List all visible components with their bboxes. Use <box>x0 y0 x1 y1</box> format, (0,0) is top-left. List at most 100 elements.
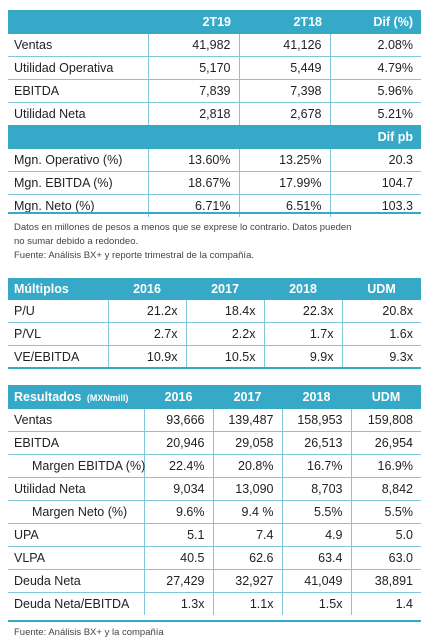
row-label: EBITDA <box>8 431 144 455</box>
table-row: Mgn. EBITDA (%) 18.67% 17.99% 104.7 <box>8 171 421 195</box>
cell: 10.5x <box>185 345 264 368</box>
table3-header-2017: 2017 <box>213 385 282 409</box>
table-row: EBITDA 20,946 29,058 26,513 26,954 <box>8 431 421 455</box>
table1-header-dif: Dif (%) <box>330 10 421 34</box>
cell: 18.4x <box>185 300 264 323</box>
table-row: Margen Neto (%) 9.6% 9.4 % 5.5% 5.5% <box>8 500 421 524</box>
cell: 5.0 <box>350 523 421 547</box>
cell: 1.4 <box>350 592 421 615</box>
cell: 38,891 <box>350 569 421 593</box>
table1-header-2t18: 2T18 <box>239 10 330 34</box>
table2-header-2017: 2017 <box>186 278 264 300</box>
table-row: Deuda Neta/EBITDA 1.3x 1.1x 1.5x 1.4 <box>8 592 421 615</box>
table2-bottom-rule <box>8 367 421 369</box>
cell: 2.7x <box>107 322 186 346</box>
cell: 5.96% <box>329 79 421 103</box>
cell: 40.5 <box>143 546 213 570</box>
multiples-table: Múltiplos 2016 2017 2018 UDM P/U 21.2x 1… <box>8 278 421 368</box>
cell: 62.6 <box>212 546 282 570</box>
cell: 21.2x <box>107 300 186 323</box>
cell: 63.0 <box>350 546 421 570</box>
table-row: Mgn. Neto (%) 6.71% 6.51% 103.3 <box>8 194 421 217</box>
table1-header-2t19: 2T19 <box>148 10 239 34</box>
cell: 13.60% <box>147 149 239 172</box>
row-label: Mgn. Neto (%) <box>14 199 95 213</box>
cell: 20.3 <box>329 149 421 172</box>
table-row: Deuda Neta 27,429 32,927 41,049 38,891 <box>8 569 421 593</box>
table-row: Utilidad Neta 9,034 13,090 8,703 8,842 <box>8 477 421 501</box>
cell: 41,049 <box>281 569 351 593</box>
cell: 32,927 <box>212 569 282 593</box>
cell: 4.9 <box>281 523 351 547</box>
cell: 9.4 % <box>212 500 282 524</box>
row-label: Mgn. EBITDA (%) <box>8 171 148 195</box>
table3-header-udm: UDM <box>351 385 421 409</box>
cell: 7,839 <box>147 79 239 103</box>
table3-header-title: Resultados <box>14 390 82 404</box>
cell: 5.21% <box>329 102 421 125</box>
table2-header-label: Múltiplos <box>8 278 108 300</box>
row-label: UPA <box>8 523 144 547</box>
cell: 9.3x <box>341 345 421 368</box>
table1-subheader-dif-pb: Dif pb <box>330 125 421 149</box>
row-label: VE/EBITDA <box>14 350 80 364</box>
table1-subheader-blank <box>148 125 239 149</box>
cell: 1.5x <box>281 592 351 615</box>
table1-subheader-blank <box>8 125 148 149</box>
table2-header-2018: 2018 <box>264 278 342 300</box>
cell: 22.4% <box>143 454 213 478</box>
table-row: P/VL 2.7x 2.2x 1.7x 1.6x <box>8 322 421 346</box>
cell: 7.4 <box>212 523 282 547</box>
row-label: Margen EBITDA (%) <box>8 454 145 478</box>
cell: 2.2x <box>185 322 264 346</box>
cell: 26,513 <box>281 431 351 455</box>
cell: 6.51% <box>238 194 330 217</box>
table-row: EBITDA 7,839 7,398 5.96% <box>8 79 421 103</box>
table1-bottom-rule <box>8 212 421 214</box>
row-label: Deuda Neta <box>8 569 144 593</box>
cell: 5,449 <box>238 56 330 80</box>
cell: 104.7 <box>329 171 421 195</box>
cell: 158,953 <box>281 409 351 432</box>
table3-footnote: Fuente: Análisis BX+ y la compañía <box>14 627 164 638</box>
row-label: Margen Neto (%) <box>8 500 144 524</box>
cell: 20,946 <box>143 431 213 455</box>
cell: 2,818 <box>147 102 239 125</box>
cell: 22.3x <box>263 300 342 323</box>
cell: 63.4 <box>281 546 351 570</box>
cell: 103.3 <box>329 194 421 217</box>
cell: 10.9x <box>107 345 186 368</box>
cell: 16.7% <box>281 454 351 478</box>
cell: 17.99% <box>238 171 330 195</box>
table-row: Ventas 93,666 139,487 158,953 159,808 <box>8 409 421 432</box>
cell: 20.8% <box>212 454 282 478</box>
cell: 1.6x <box>341 322 421 346</box>
footnote-source: Fuente: Análisis BX+ y reporte trimestra… <box>14 250 254 261</box>
cell: 9.6% <box>143 500 213 524</box>
cell: 41,982 <box>147 34 239 57</box>
row-label: Ventas <box>8 34 148 57</box>
cell: 5.5% <box>350 500 421 524</box>
cell: 4.79% <box>329 56 421 80</box>
table2-header-2016: 2016 <box>108 278 186 300</box>
cell: 9,034 <box>143 477 213 501</box>
row-label: Utilidad Neta <box>14 107 86 121</box>
cell: 1.7x <box>263 322 342 346</box>
cell: 13,090 <box>212 477 282 501</box>
row-label: Utilidad Operativa <box>8 56 148 80</box>
cell: 9.9x <box>263 345 342 368</box>
cell: 26,954 <box>350 431 421 455</box>
table-row: Utilidad Neta 2,818 2,678 5.21% <box>8 102 421 125</box>
table1-footnote: Datos en millones de pesos a menos que s… <box>14 221 414 263</box>
table-row: Utilidad Operativa 5,170 5,449 4.79% <box>8 56 421 80</box>
table-row: VLPA 40.5 62.6 63.4 63.0 <box>8 546 421 570</box>
table-row: Margen EBITDA (%) 22.4% 20.8% 16.7% 16.9… <box>8 454 421 478</box>
row-label: Deuda Neta/EBITDA <box>14 597 130 611</box>
row-label: Ventas <box>8 409 144 432</box>
cell: 5,170 <box>147 56 239 80</box>
table-row: UPA 5.1 7.4 4.9 5.0 <box>8 523 421 547</box>
row-label: P/U <box>8 300 108 323</box>
table2-header-udm: UDM <box>342 278 421 300</box>
table3-header-label: Resultados (MXNmill) <box>8 385 144 409</box>
table3-header-2016: 2016 <box>144 385 213 409</box>
